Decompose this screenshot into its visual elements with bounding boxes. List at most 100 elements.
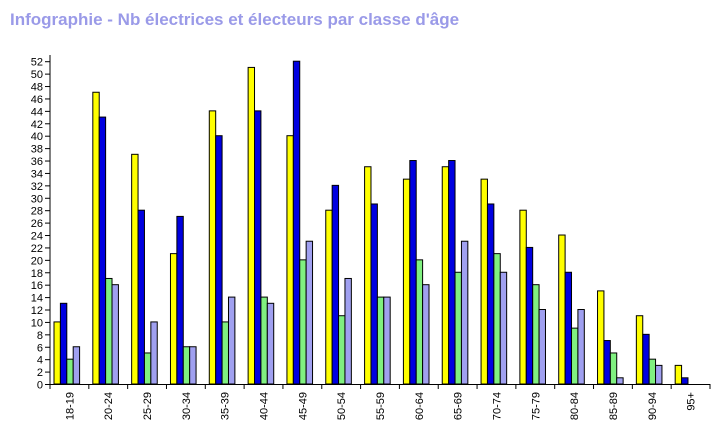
bar (221, 321, 229, 385)
bar (92, 91, 100, 385)
bar (143, 352, 152, 385)
bar (247, 66, 256, 385)
y-tick-label: 28 (31, 206, 43, 218)
bar (519, 209, 527, 385)
x-tick-label: 80-84 (569, 392, 581, 420)
bar (493, 253, 501, 385)
bar (53, 321, 61, 385)
bar (648, 358, 657, 385)
bar (409, 160, 417, 385)
y-tick-label: 44 (31, 106, 43, 118)
bar (208, 110, 217, 385)
bar (486, 203, 495, 385)
bar (286, 135, 294, 385)
y-tick-label: 20 (31, 255, 43, 267)
y-tick-label: 6 (37, 342, 43, 354)
x-tick-label: 50-54 (336, 392, 348, 420)
x-tick-label: 65-69 (453, 392, 465, 420)
bar (597, 290, 605, 385)
bar (681, 377, 689, 385)
bar (137, 209, 145, 385)
bar (260, 296, 268, 385)
bar (331, 184, 340, 385)
bars (53, 60, 689, 385)
bar (227, 296, 236, 385)
bar (299, 259, 307, 385)
x-tick-label: 45-49 (297, 392, 309, 420)
bar (292, 60, 301, 385)
x-tick-label: 55-59 (375, 392, 387, 420)
bar (577, 309, 585, 385)
y-tick-label: 18 (31, 268, 43, 280)
bar (169, 253, 178, 385)
x-axis: 18-19 20-24 25-29 30-34 35-39 40-44 45-49 50-54… (49, 384, 711, 420)
bar (609, 352, 618, 385)
bar (383, 296, 391, 385)
bar (422, 284, 430, 385)
x-tick-label: 18-19 (64, 392, 76, 420)
bar (616, 377, 624, 385)
y-tick-label: 12 (31, 305, 43, 317)
bar (376, 296, 385, 385)
bar (571, 327, 579, 385)
y-tick-label: 0 (37, 380, 43, 392)
bar (448, 160, 456, 385)
y-tick-label: 14 (31, 293, 43, 305)
y-tick-label: 24 (31, 231, 43, 243)
x-tick-label: 30-34 (181, 392, 193, 420)
y-tick-label: 48 (31, 82, 43, 94)
y-tick-label: 22 (31, 243, 43, 255)
bar (325, 209, 333, 385)
y-tick-label: 32 (31, 181, 43, 193)
y-tick-label: 40 (31, 131, 43, 143)
bar (454, 271, 462, 385)
bar (338, 315, 346, 385)
y-tick-label: 16 (31, 280, 43, 292)
y-tick-label: 26 (31, 218, 43, 230)
bar (674, 364, 683, 385)
y-tick-label: 52 (31, 57, 43, 69)
x-tick-label: 25-29 (142, 392, 154, 420)
x-tick-label: 70-74 (491, 392, 503, 420)
bar (344, 277, 352, 385)
bar (415, 259, 424, 385)
x-tick-label: 95+ (686, 392, 698, 411)
bar (215, 135, 223, 385)
y-tick-label: 46 (31, 94, 43, 106)
y-tick-label: 10 (31, 317, 43, 329)
bar (150, 321, 158, 385)
y-tick-label: 2 (37, 367, 43, 379)
bar (558, 234, 566, 385)
y-tick-label: 38 (31, 144, 43, 156)
bar (642, 333, 650, 385)
bar (105, 277, 113, 385)
y-tick-label: 36 (31, 156, 43, 168)
y-tick-label: 4 (37, 355, 43, 367)
bar (564, 271, 573, 385)
y-tick-label: 42 (31, 119, 43, 131)
x-tick-label: 40-44 (259, 392, 271, 420)
bar (635, 315, 644, 385)
bar (176, 215, 184, 385)
bar (98, 116, 107, 385)
bar (655, 364, 663, 385)
bar (111, 284, 119, 385)
bar (460, 240, 469, 385)
bar (538, 309, 546, 385)
bar (441, 166, 450, 385)
bar (370, 203, 378, 385)
bar (59, 302, 68, 385)
y-tick-label: 50 (31, 69, 43, 81)
bar (525, 246, 534, 385)
x-tick-label: 85-89 (608, 392, 620, 420)
bar (402, 178, 411, 385)
bar (305, 240, 314, 385)
bar (254, 110, 262, 385)
x-tick-label: 35-39 (220, 392, 232, 420)
bar (603, 340, 611, 385)
y-axis: 0246810121416182022242628303234363840424… (31, 55, 51, 392)
bar (266, 302, 275, 385)
bar (131, 153, 139, 385)
x-tick-label: 90-94 (647, 392, 659, 420)
